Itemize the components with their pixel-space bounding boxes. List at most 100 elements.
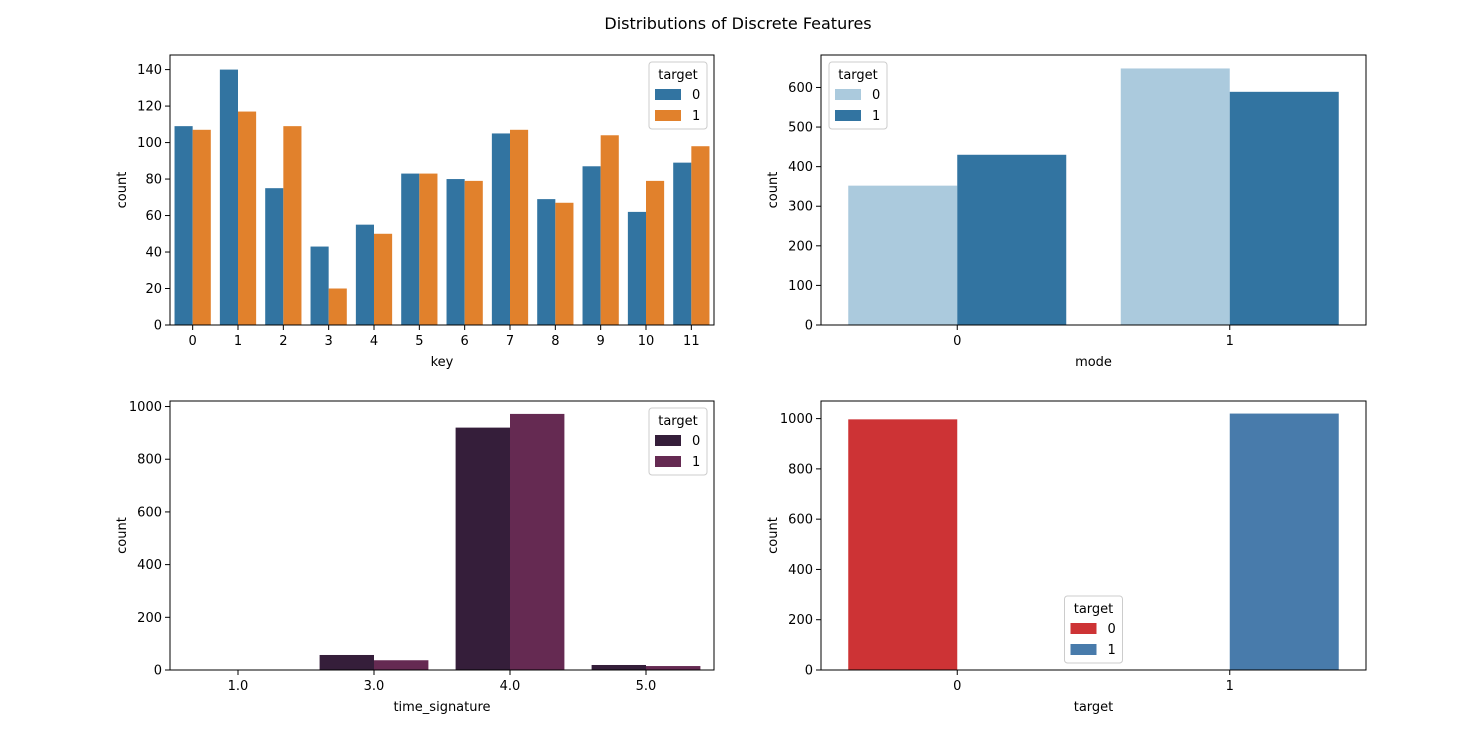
legend: target 0 1 <box>1064 595 1123 664</box>
bar-key-0-series-0 <box>174 126 193 326</box>
legend-label-0: 0 <box>1108 622 1116 637</box>
x-tick-label: 7 <box>506 334 514 349</box>
legend: target 0 1 <box>648 407 708 476</box>
x-axis-label: time_signature <box>393 700 490 715</box>
figure-title: Distributions of Discrete Features <box>604 14 871 33</box>
y-tick-label: 140 <box>137 63 162 78</box>
x-tick-label: 2 <box>279 334 287 349</box>
y-tick-label: 0 <box>805 319 813 334</box>
y-tick-label: 400 <box>788 160 813 175</box>
x-tick-label: 5.0 <box>636 679 657 694</box>
x-tick-label: 4.0 <box>500 679 521 694</box>
bar-key-3-series-1 <box>328 288 347 325</box>
bar-time_signature-4.0-series-1 <box>510 413 565 670</box>
legend-swatch-0 <box>835 89 861 100</box>
legend-swatch-1 <box>655 456 681 467</box>
y-tick-label: 1000 <box>780 412 813 427</box>
x-tick-label: 1.0 <box>228 679 249 694</box>
legend: target 0 1 <box>828 61 888 130</box>
x-tick-label: 1 <box>234 334 242 349</box>
axes-frame <box>169 54 715 326</box>
bar-key-11-series-0 <box>673 162 692 325</box>
legend-swatch-0 <box>655 89 681 100</box>
bar-target-1-series-1 <box>1229 413 1339 670</box>
x-tick-label: 5 <box>415 334 423 349</box>
x-tick-label: 0 <box>953 679 961 694</box>
bar-time_signature-4.0-series-0 <box>455 427 510 670</box>
legend-title: target <box>838 68 878 83</box>
bar-key-2-series-0 <box>265 188 284 325</box>
y-tick-label: 60 <box>145 209 162 224</box>
y-tick-label: 400 <box>137 558 162 573</box>
subplot-time_signature: 0 200 400 600 800 1000 1.0 3.0 4.0 5.0 time_signat… <box>115 400 715 715</box>
bar-key-7-series-1 <box>510 129 529 325</box>
y-axis-label: count <box>115 517 130 554</box>
y-tick-label: 1000 <box>129 400 162 415</box>
legend-title: target <box>1074 602 1114 617</box>
bar-key-4-series-1 <box>374 233 393 325</box>
legend-title: target <box>658 414 698 429</box>
y-axis-label: count <box>115 172 130 209</box>
y-tick-label: 80 <box>145 173 162 188</box>
y-tick-label: 20 <box>145 282 162 297</box>
y-tick-label: 200 <box>788 239 813 254</box>
x-tick-label: 6 <box>461 334 469 349</box>
bar-mode-1-series-0 <box>1120 68 1230 326</box>
y-axis-label: count <box>766 172 781 209</box>
y-tick-label: 800 <box>788 462 813 477</box>
y-tick-label: 800 <box>137 453 162 468</box>
bar-mode-0-series-1 <box>957 154 1067 325</box>
y-tick-label: 0 <box>154 664 162 679</box>
bar-time_signature-5.0-series-1 <box>646 666 701 670</box>
y-axis-label: count <box>766 517 781 554</box>
bar-key-2-series-1 <box>283 126 302 326</box>
bar-key-1-series-1 <box>238 111 257 325</box>
x-tick-label: 0 <box>189 334 197 349</box>
bar-target-0-series-0 <box>848 419 958 670</box>
bar-key-4-series-0 <box>355 224 374 325</box>
y-tick-label: 100 <box>788 279 813 294</box>
bar-key-9-series-1 <box>600 135 619 325</box>
legend-label-0: 0 <box>692 434 700 449</box>
y-tick-label: 40 <box>145 246 162 261</box>
legend-label-1: 1 <box>872 109 880 124</box>
legend-swatch-0 <box>655 435 681 446</box>
bar-key-5-series-0 <box>401 173 420 325</box>
x-tick-label: 1 <box>1226 334 1234 349</box>
x-tick-label: 4 <box>370 334 378 349</box>
bar-key-11-series-1 <box>691 146 710 325</box>
axes-frame <box>820 400 1367 671</box>
y-tick-label: 100 <box>137 136 162 151</box>
x-axis-label: key <box>431 355 454 370</box>
x-tick-label: 3.0 <box>364 679 385 694</box>
y-tick-label: 600 <box>788 81 813 96</box>
bar-mode-0-series-0 <box>848 185 958 325</box>
legend-swatch-1 <box>1070 644 1097 655</box>
x-tick-label: 11 <box>683 334 700 349</box>
y-tick-label: 400 <box>788 563 813 578</box>
bar-time_signature-3.0-series-1 <box>374 660 429 670</box>
legend-label-1: 1 <box>1108 643 1116 658</box>
y-tick-label: 0 <box>805 664 813 679</box>
y-tick-label: 120 <box>137 100 162 115</box>
y-tick-label: 600 <box>788 513 813 528</box>
axes-frame <box>820 54 1367 326</box>
bar-key-6-series-0 <box>446 179 465 325</box>
y-tick-label: 200 <box>788 613 813 628</box>
legend: target 0 1 <box>648 61 708 130</box>
legend-swatch-1 <box>835 110 861 121</box>
x-axis-label: target <box>1074 700 1114 715</box>
bar-key-8-series-0 <box>537 199 556 325</box>
legend-label-0: 0 <box>872 88 880 103</box>
y-tick-label: 500 <box>788 121 813 136</box>
legend-swatch-1 <box>655 110 681 121</box>
y-tick-label: 200 <box>137 611 162 626</box>
x-axis-label: mode <box>1075 355 1112 370</box>
bar-key-10-series-0 <box>627 211 646 325</box>
bar-time_signature-5.0-series-0 <box>591 664 646 670</box>
legend-title: target <box>658 68 698 83</box>
x-tick-label: 3 <box>325 334 333 349</box>
